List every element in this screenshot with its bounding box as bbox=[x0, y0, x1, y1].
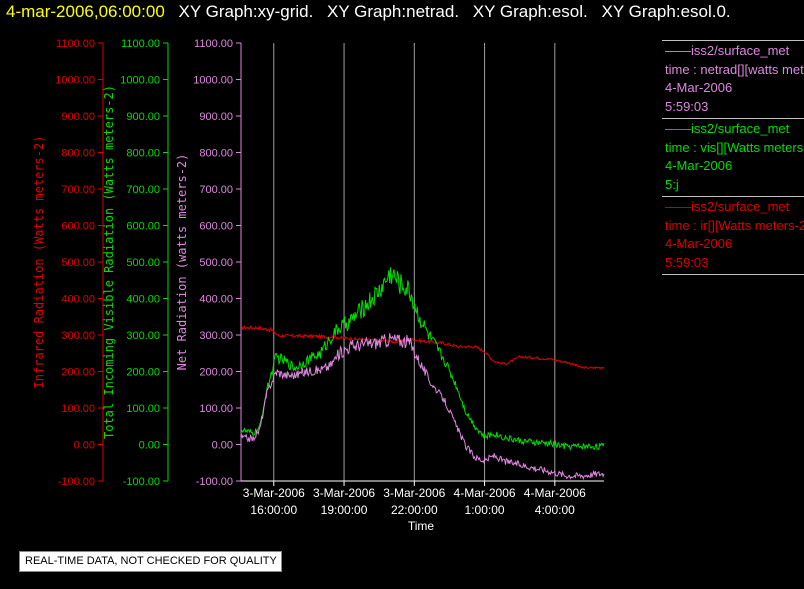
legend-vis-variable: time : vis[][Watts meters-2] bbox=[665, 139, 804, 155]
legend-netrad-date: 4-Mar-2006 bbox=[665, 80, 733, 95]
y-tick-label-0-3: 200.00 bbox=[61, 367, 95, 379]
y-tick-label-2-3: 200.00 bbox=[199, 367, 233, 379]
y-tick-label-0-2: 100.00 bbox=[61, 403, 95, 415]
x-tick-time-0: 16:00:00 bbox=[250, 503, 297, 517]
graph-title-3[interactable]: XY Graph:esol. bbox=[472, 2, 588, 21]
y-axis-title-0: Infrared Radiation (Watts meters-2) bbox=[32, 136, 46, 389]
legend-entry-netrad[interactable]: ——iss2/surface_met time : netrad[][watts… bbox=[662, 40, 804, 118]
y-tick-label-1-7: 600.00 bbox=[126, 221, 160, 233]
y-tick-label-0-12: 1100.00 bbox=[56, 38, 95, 50]
x-tick-date-2: 3-Mar-2006 bbox=[383, 486, 445, 500]
legend-netrad-variable: time : netrad[][watts meters-2] bbox=[665, 61, 804, 77]
y-tick-label-1-12: 1100.00 bbox=[121, 38, 160, 50]
y-tick-label-1-9: 800.00 bbox=[126, 148, 160, 160]
series-infrared bbox=[240, 324, 605, 370]
legend-vis-time: 5:j bbox=[665, 176, 679, 192]
x-tick-date-1: 3-Mar-2006 bbox=[313, 486, 375, 500]
legend-netrad-time: 5:59:03 bbox=[665, 98, 709, 114]
legend-netrad-name: ——iss2/surface_met bbox=[665, 43, 790, 58]
series-net bbox=[240, 333, 605, 481]
graph-title-2[interactable]: XY Graph:netrad. bbox=[327, 2, 460, 21]
x-tick-date-3: 4-Mar-2006 bbox=[454, 486, 516, 500]
y-tick-label-1-2: 100.00 bbox=[126, 403, 160, 415]
y-tick-label-0-0: -100.00 bbox=[58, 476, 95, 488]
x-tick-time-4: 4:00:00 bbox=[535, 503, 575, 517]
y-tick-label-2-5: 400.00 bbox=[199, 294, 233, 306]
y-tick-label-2-8: 700.00 bbox=[199, 184, 233, 196]
y-tick-label-0-9: 800.00 bbox=[61, 148, 95, 160]
legend: ——iss2/surface_met time : netrad[][watts… bbox=[662, 40, 804, 275]
x-tick-date-0: 3-Mar-2006 bbox=[243, 486, 305, 500]
y-tick-label-1-0: -100.00 bbox=[123, 476, 160, 488]
y-tick-label-1-11: 1000.00 bbox=[120, 75, 160, 87]
x-tick-date-4: 4-Mar-2006 bbox=[524, 486, 586, 500]
title-bar: 4-mar-2006,06:00:00 XY Graph:xy-grid. XY… bbox=[6, 2, 740, 24]
x-tick-time-1: 19:00:00 bbox=[321, 503, 368, 517]
x-tick-time-3: 1:00:00 bbox=[465, 503, 505, 517]
y-tick-label-2-12: 1100.00 bbox=[194, 38, 233, 50]
y-tick-label-0-6: 500.00 bbox=[61, 257, 95, 269]
legend-vis-name: ——iss2/surface_met bbox=[665, 121, 790, 136]
timestamp-label: 4-mar-2006,06:00:00 bbox=[6, 2, 165, 21]
y-tick-label-0-1: 0.00 bbox=[74, 440, 95, 452]
y-axis-title-2: Net Radiation (watts meters-2) bbox=[175, 154, 189, 371]
y-tick-label-0-7: 600.00 bbox=[61, 221, 95, 233]
legend-vis-date: 4-Mar-2006 bbox=[665, 158, 733, 173]
y-tick-label-0-5: 400.00 bbox=[61, 294, 95, 306]
y-tick-label-2-4: 300.00 bbox=[199, 330, 233, 342]
y-tick-label-2-9: 800.00 bbox=[199, 148, 233, 160]
y-axis-title-1: Total Incoming Visible Radiation (Watts … bbox=[102, 85, 116, 439]
y-tick-label-1-10: 900.00 bbox=[126, 111, 160, 123]
y-tick-label-0-8: 700.00 bbox=[61, 184, 95, 196]
y-tick-label-1-3: 200.00 bbox=[126, 367, 160, 379]
y-tick-label-2-10: 900.00 bbox=[199, 111, 233, 123]
legend-ir-time: 5:59:03 bbox=[665, 254, 709, 270]
legend-ir-date: 4-Mar-2006 bbox=[665, 236, 733, 251]
y-tick-label-2-11: 1000.00 bbox=[193, 75, 233, 87]
y-tick-label-1-1: 0.00 bbox=[139, 440, 160, 452]
x-axis-title: Time bbox=[408, 519, 435, 533]
legend-entry-ir[interactable]: ——iss2/surface_met time : ir[][Watts met… bbox=[662, 196, 804, 274]
graph-title-4[interactable]: XY Graph:esol.0. bbox=[601, 2, 731, 21]
legend-ir-variable: time : ir[][Watts meters-2] bbox=[665, 217, 804, 233]
y-tick-label-2-1: 0.00 bbox=[212, 440, 233, 452]
y-tick-label-1-4: 300.00 bbox=[126, 330, 160, 342]
legend-divider bbox=[662, 274, 804, 275]
quality-note: REAL-TIME DATA, NOT CHECKED FOR QUALITY bbox=[19, 551, 282, 572]
y-tick-label-0-4: 300.00 bbox=[61, 330, 95, 342]
x-tick-time-2: 22:00:00 bbox=[391, 503, 438, 517]
y-tick-label-2-0: -100.00 bbox=[196, 476, 233, 488]
y-tick-label-0-11: 1000.00 bbox=[55, 75, 95, 87]
legend-entry-vis[interactable]: ——iss2/surface_met time : vis[][Watts me… bbox=[662, 118, 804, 196]
y-tick-label-1-8: 700.00 bbox=[126, 184, 160, 196]
legend-ir-name: ——iss2/surface_met bbox=[665, 199, 790, 214]
y-tick-label-1-6: 500.00 bbox=[126, 257, 160, 269]
graph-title-1[interactable]: XY Graph:xy-grid. bbox=[178, 2, 314, 21]
y-tick-label-2-6: 500.00 bbox=[199, 257, 233, 269]
series-visible bbox=[240, 267, 605, 451]
y-tick-label-0-10: 900.00 bbox=[61, 111, 95, 123]
y-tick-label-1-5: 400.00 bbox=[126, 294, 160, 306]
y-tick-label-2-2: 100.00 bbox=[199, 403, 233, 415]
y-tick-label-2-7: 600.00 bbox=[199, 221, 233, 233]
